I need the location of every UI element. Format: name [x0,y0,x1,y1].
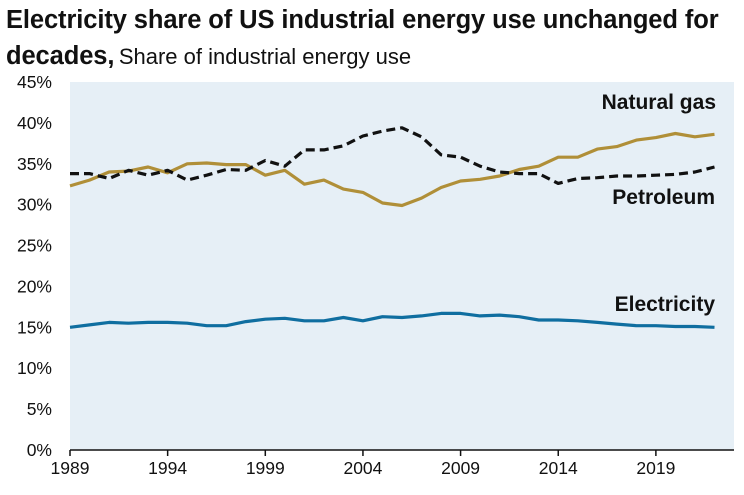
y-tick-label: 30% [17,195,52,215]
chart-title-block: Electricity share of US industrial energ… [6,4,741,76]
y-tick-label: 15% [17,317,52,337]
y-tick-label: 25% [17,236,52,256]
y-axis: 0% 5% 10% 15% 20% 25% 30% 35% 40% 45% [17,72,52,460]
x-tick-label: 2009 [441,458,480,478]
series-lines [69,126,715,329]
electricity-line [69,311,715,329]
y-tick-label: 10% [17,358,52,378]
x-tick-label: 1999 [246,458,285,478]
x-tick-label: 1989 [51,458,90,478]
y-tick-label: 35% [17,154,52,174]
petroleum-line [70,126,715,185]
y-tick-label: 45% [17,72,52,92]
plot-area [70,82,734,450]
electricity-label: Electricity [615,293,716,316]
x-axis: 1989 1994 1999 2004 2009 2014 2019 [51,450,675,478]
y-tick-label: 5% [27,399,52,419]
y-tick-label: 20% [17,276,52,296]
x-tick-label: 2004 [343,458,382,478]
x-tick-label: 2014 [539,458,578,478]
x-tick-label: 2019 [636,458,675,478]
natural-gas-label: Natural gas [602,91,716,114]
x-tick-label: 1994 [148,458,187,478]
y-tick-label: 40% [17,113,52,133]
natural-gas-line [69,131,715,208]
chart-subtitle: Share of industrial energy use [118,44,412,69]
chart-title: Electricity share of US industrial energ… [6,6,719,70]
petroleum-label: Petroleum [612,186,715,209]
y-tick-label: 0% [27,440,52,460]
